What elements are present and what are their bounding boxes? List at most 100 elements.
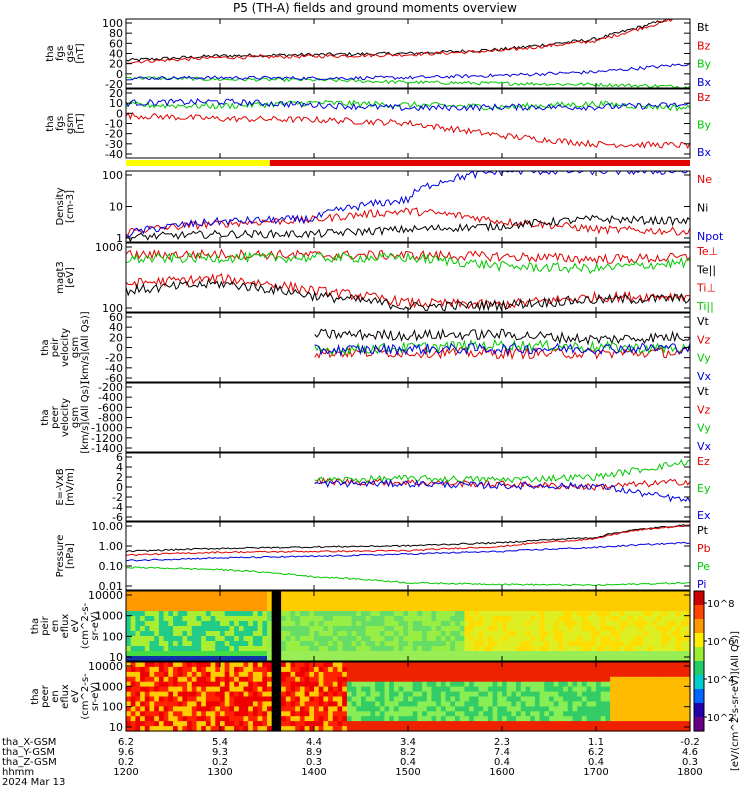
ytick-fgs-gse: 60 xyxy=(109,37,123,50)
series-fgs-gsm-Bx xyxy=(125,97,691,112)
legend-peer-velocity: Vy xyxy=(697,422,711,435)
mode-bar-slow xyxy=(126,160,270,166)
ylabel-peir-velocity: [km/s](All Qs)] xyxy=(80,311,91,383)
legend-peer-velocity: Vt xyxy=(697,385,710,398)
series-pressure-Pi xyxy=(125,541,691,562)
legend-peer-velocity: Vz xyxy=(697,403,711,416)
footer-value: 1600 xyxy=(489,767,514,778)
ytick-efield: 6 xyxy=(116,451,123,464)
frame-efield xyxy=(125,452,691,522)
ytick-peir-spec: 10000 xyxy=(88,589,123,602)
ylabel-peir-spec: en xyxy=(50,620,61,633)
ytick-peir-velocity: -60 xyxy=(105,372,123,385)
ytick-peer-velocity: -600 xyxy=(98,401,123,414)
footer-row-label: tha_Z-GSM xyxy=(2,757,57,768)
footer-value: 1700 xyxy=(583,767,608,778)
ytick-temperature: 1000 xyxy=(95,241,123,254)
ylabel-fgs-gsm: tha xyxy=(45,115,56,131)
ylabel-peir-velocity: peir xyxy=(50,337,61,357)
ytick-fgs-gsm: 20 xyxy=(109,87,123,100)
panel-peir-spec: 10000 1000 100 10 tha peir en eflux eV (cm^2-s-sr… xyxy=(30,589,691,664)
legend-peir-velocity: Vt xyxy=(697,315,710,328)
ylabel-peer-spec: (cm^2-s- xyxy=(80,673,91,720)
ylabel-efield: [mV/m] xyxy=(65,468,76,506)
footer-value: 5.4 xyxy=(212,737,228,748)
legend-fgs-gsm: By xyxy=(697,119,712,132)
legend-pressure: Pi xyxy=(697,578,706,591)
ytick-peir-velocity: 60 xyxy=(109,311,123,324)
footer-value: 0.3 xyxy=(306,757,322,768)
series-temperature-Ti⊥ xyxy=(125,248,691,266)
ytick-efield: -4 xyxy=(112,501,123,514)
series-density-Npot xyxy=(125,170,690,237)
ytick-fgs-gsm: 0 xyxy=(116,107,123,120)
ytick-density: 10 xyxy=(109,201,123,214)
series-temperature-Te|| xyxy=(125,278,691,312)
ytick-peer-spec: 10 xyxy=(109,721,123,734)
ylabel-fgs-gse: gse xyxy=(65,45,76,63)
ylabel-peer-velocity: gsm xyxy=(70,407,81,428)
ytick-peir-spec: 10 xyxy=(109,651,123,664)
ytick-fgs-gsm: -10 xyxy=(105,118,123,131)
series-peir-velocity-Vt xyxy=(314,328,691,346)
legend-pressure: Pe xyxy=(697,560,710,573)
footer-value: 6.2 xyxy=(118,737,134,748)
legend-fgs-gse: Bz xyxy=(697,39,711,52)
mode-bar xyxy=(126,160,690,166)
series-fgs-gse-Bz xyxy=(125,18,690,64)
series-temperature-Ti|| xyxy=(125,251,691,275)
series-fgs-gsm-Bz xyxy=(125,111,691,150)
ytick-peir-velocity: 40 xyxy=(109,321,123,334)
panel-temperature: 1000 100 magt3 [eV] Te⊥ Te|| Ti⊥ Ti|| xyxy=(55,241,718,315)
legend-temperature: Ti⊥ xyxy=(696,282,716,295)
ylabel-fgs-gse: fgs xyxy=(55,46,66,61)
ytick-peir-velocity: 0 xyxy=(116,342,123,355)
footer-value: 0.2 xyxy=(212,757,228,768)
legend-fgs-gse: Bx xyxy=(697,76,712,89)
footer-date: 2024 Mar 13 xyxy=(2,777,65,788)
ytick-peir-spec: 100 xyxy=(102,630,123,643)
legend-pressure: Pb xyxy=(697,542,711,555)
series-temperature-Te⊥ xyxy=(125,272,691,311)
ylabel-density: Density xyxy=(55,187,66,225)
legend-density: Npot xyxy=(697,230,724,243)
colorbar-tick: 10^8 xyxy=(707,599,734,610)
legend-pressure: Pt xyxy=(697,524,709,537)
footer-value: 1200 xyxy=(113,767,138,778)
ytick-fgs-gse: -20 xyxy=(105,78,123,91)
ytick-fgs-gse: 0 xyxy=(116,68,123,81)
spectrogram-peer-spec xyxy=(126,662,691,732)
ytick-peer-velocity: -1200 xyxy=(91,432,123,445)
series-pressure-Pt xyxy=(125,524,691,553)
ytick-peer-spec: 100 xyxy=(102,701,123,714)
ylabel-fgs-gse: [nT] xyxy=(75,43,86,63)
ylabel-pressure: [nPa] xyxy=(65,543,76,569)
footer-value: 9.6 xyxy=(118,747,134,758)
ylabel-peer-velocity: peer xyxy=(50,405,61,429)
footer-value: 1.1 xyxy=(588,737,604,748)
legend-peer-velocity: Vx xyxy=(697,440,712,453)
footer-row-label: tha_Y-GSM xyxy=(2,747,55,758)
footer-value: 1500 xyxy=(395,767,420,778)
series-peir-velocity-Vx xyxy=(314,342,691,358)
ytick-efield: -2 xyxy=(112,491,123,504)
ytick-peir-spec: 1000 xyxy=(95,610,123,623)
ylabel-peer-spec: eV xyxy=(70,690,81,703)
ylabel-peer-spec: peer xyxy=(40,684,51,708)
mode-bar-fast xyxy=(269,160,690,166)
ytick-peir-velocity: -40 xyxy=(105,362,123,375)
ytick-fgs-gsm: -20 xyxy=(105,128,123,141)
ytick-efield: 0 xyxy=(116,481,123,494)
ytick-fgs-gsm: -30 xyxy=(105,138,123,151)
series-efield-Ex xyxy=(314,478,691,503)
series-fgs-gsm-By xyxy=(125,99,691,112)
time-axis: tha_X-GSM 6.2 5.4 4.4 3.4 2.3 1.1 -0.2 tha_Y-GSM… xyxy=(2,737,703,788)
footer-value: 0.4 xyxy=(400,757,416,768)
ytick-peer-velocity: -400 xyxy=(98,391,123,404)
footer-value: 3.4 xyxy=(400,737,416,748)
ytick-pressure: 1.00 xyxy=(99,540,124,553)
footer-value: 0.2 xyxy=(118,757,134,768)
